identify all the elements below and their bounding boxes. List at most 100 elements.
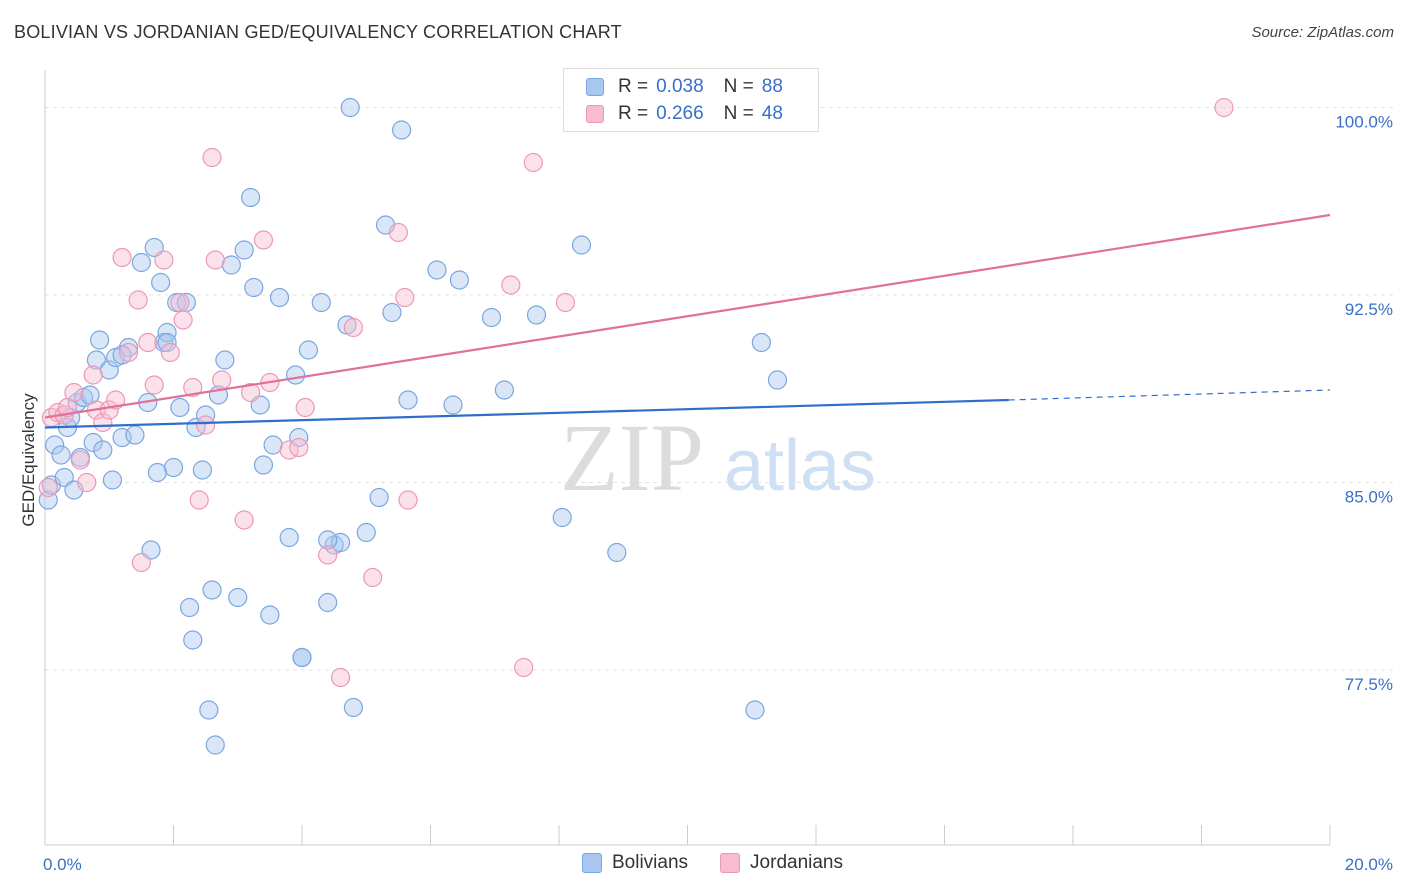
data-point [234,240,254,260]
data-point [234,510,254,530]
watermark-zip: ZIP [560,404,704,511]
data-point [369,487,389,508]
data-point [523,152,543,173]
legend-r-label: R = [618,103,649,124]
data-point [526,305,547,325]
legend-swatch-bolivians [586,78,604,96]
data-point [269,287,290,308]
data-point [391,120,412,140]
data-point [106,390,126,410]
data-point [285,365,306,385]
data-point [745,700,765,720]
data-point [330,667,351,688]
data-point [552,507,572,528]
data-point [398,490,418,510]
data-point [147,462,168,483]
y-axis-label: GED/Equivalency [19,393,38,527]
data-point [241,187,261,208]
data-point [343,317,363,338]
data-point [427,260,447,280]
data-point [192,460,213,480]
data-point [263,435,283,455]
data-point [77,472,97,493]
data-point [295,397,315,418]
data-point [128,290,148,310]
data-point [298,340,319,360]
legend-swatch-jordanians [586,105,604,123]
data-point [395,287,415,308]
legend-r-value: 0.266 [656,103,704,124]
data-point [64,382,84,403]
data-point [253,455,274,475]
data-point [443,395,463,415]
data-point [363,567,383,588]
data-point [318,530,338,550]
data-point [228,587,248,608]
legend-n-label: N = [723,103,754,124]
data-point [170,292,190,313]
data-point [279,527,299,548]
data-point [571,235,592,255]
bolivians-trend-extension [1008,389,1331,401]
data-point [86,350,107,370]
data-point [318,545,338,565]
axes [44,70,1331,846]
data-point [138,332,158,353]
data-point [183,377,203,398]
data-point [221,255,241,275]
data-point [388,222,408,243]
legend-label-bolivians: Bolivians [612,852,689,873]
data-point [125,425,145,445]
data-point [289,437,309,458]
chart-title: BOLIVIAN VS JORDANIAN GED/EQUIVALENCY CO… [14,22,622,42]
legend-item-bolivians: Bolivians [582,852,688,874]
data-point [118,337,139,358]
data-point [196,415,216,435]
data-point [83,365,103,385]
correlation-legend: R = 0.038 N = 88 R = 0.266 N = 48 [563,68,819,132]
data-point [183,630,203,650]
data-point [179,597,200,618]
bolivians-points [38,97,788,755]
legend-n-value: 88 [761,76,783,97]
data-point [205,735,225,755]
jordanians-trend-line [44,213,1331,419]
data-point [151,272,171,293]
data-point [90,330,110,350]
data-point [70,450,90,470]
data-point [215,350,235,370]
data-point [398,390,418,410]
data-point [751,332,771,353]
data-point [607,542,627,563]
data-point [340,97,360,118]
tick-labels: 77.5% 85.0% 92.5% 100.0% 0.0% 20.0% [43,113,1393,875]
data-point [173,310,193,330]
watermark-atlas: atlas [724,426,876,506]
data-point [205,250,225,270]
data-point [170,397,190,418]
legend-row-bolivians: R = 0.038 N = 88 [586,76,783,98]
x-tick-label: 0.0% [43,855,82,874]
data-point [449,270,470,290]
legend-row-jordanians: R = 0.266 N = 48 [586,103,783,125]
legend-swatch-jordanians [720,853,741,873]
data-point [555,292,576,313]
data-point [154,250,174,270]
y-tick-label: 77.5% [1345,675,1393,694]
data-point [311,292,331,313]
x-tick-label: 20.0% [1345,855,1393,874]
data-point [157,322,177,343]
data-point [501,275,521,295]
data-point [292,647,312,668]
data-point [131,552,151,573]
legend-n-value: 48 [761,103,783,124]
data-point [93,440,113,460]
data-point [481,307,502,328]
data-point [318,592,338,613]
data-point [144,375,164,395]
legend-swatch-bolivians [582,853,602,873]
data-point [241,382,261,403]
data-point [189,490,209,510]
bolivians-trend-line [44,398,1009,429]
